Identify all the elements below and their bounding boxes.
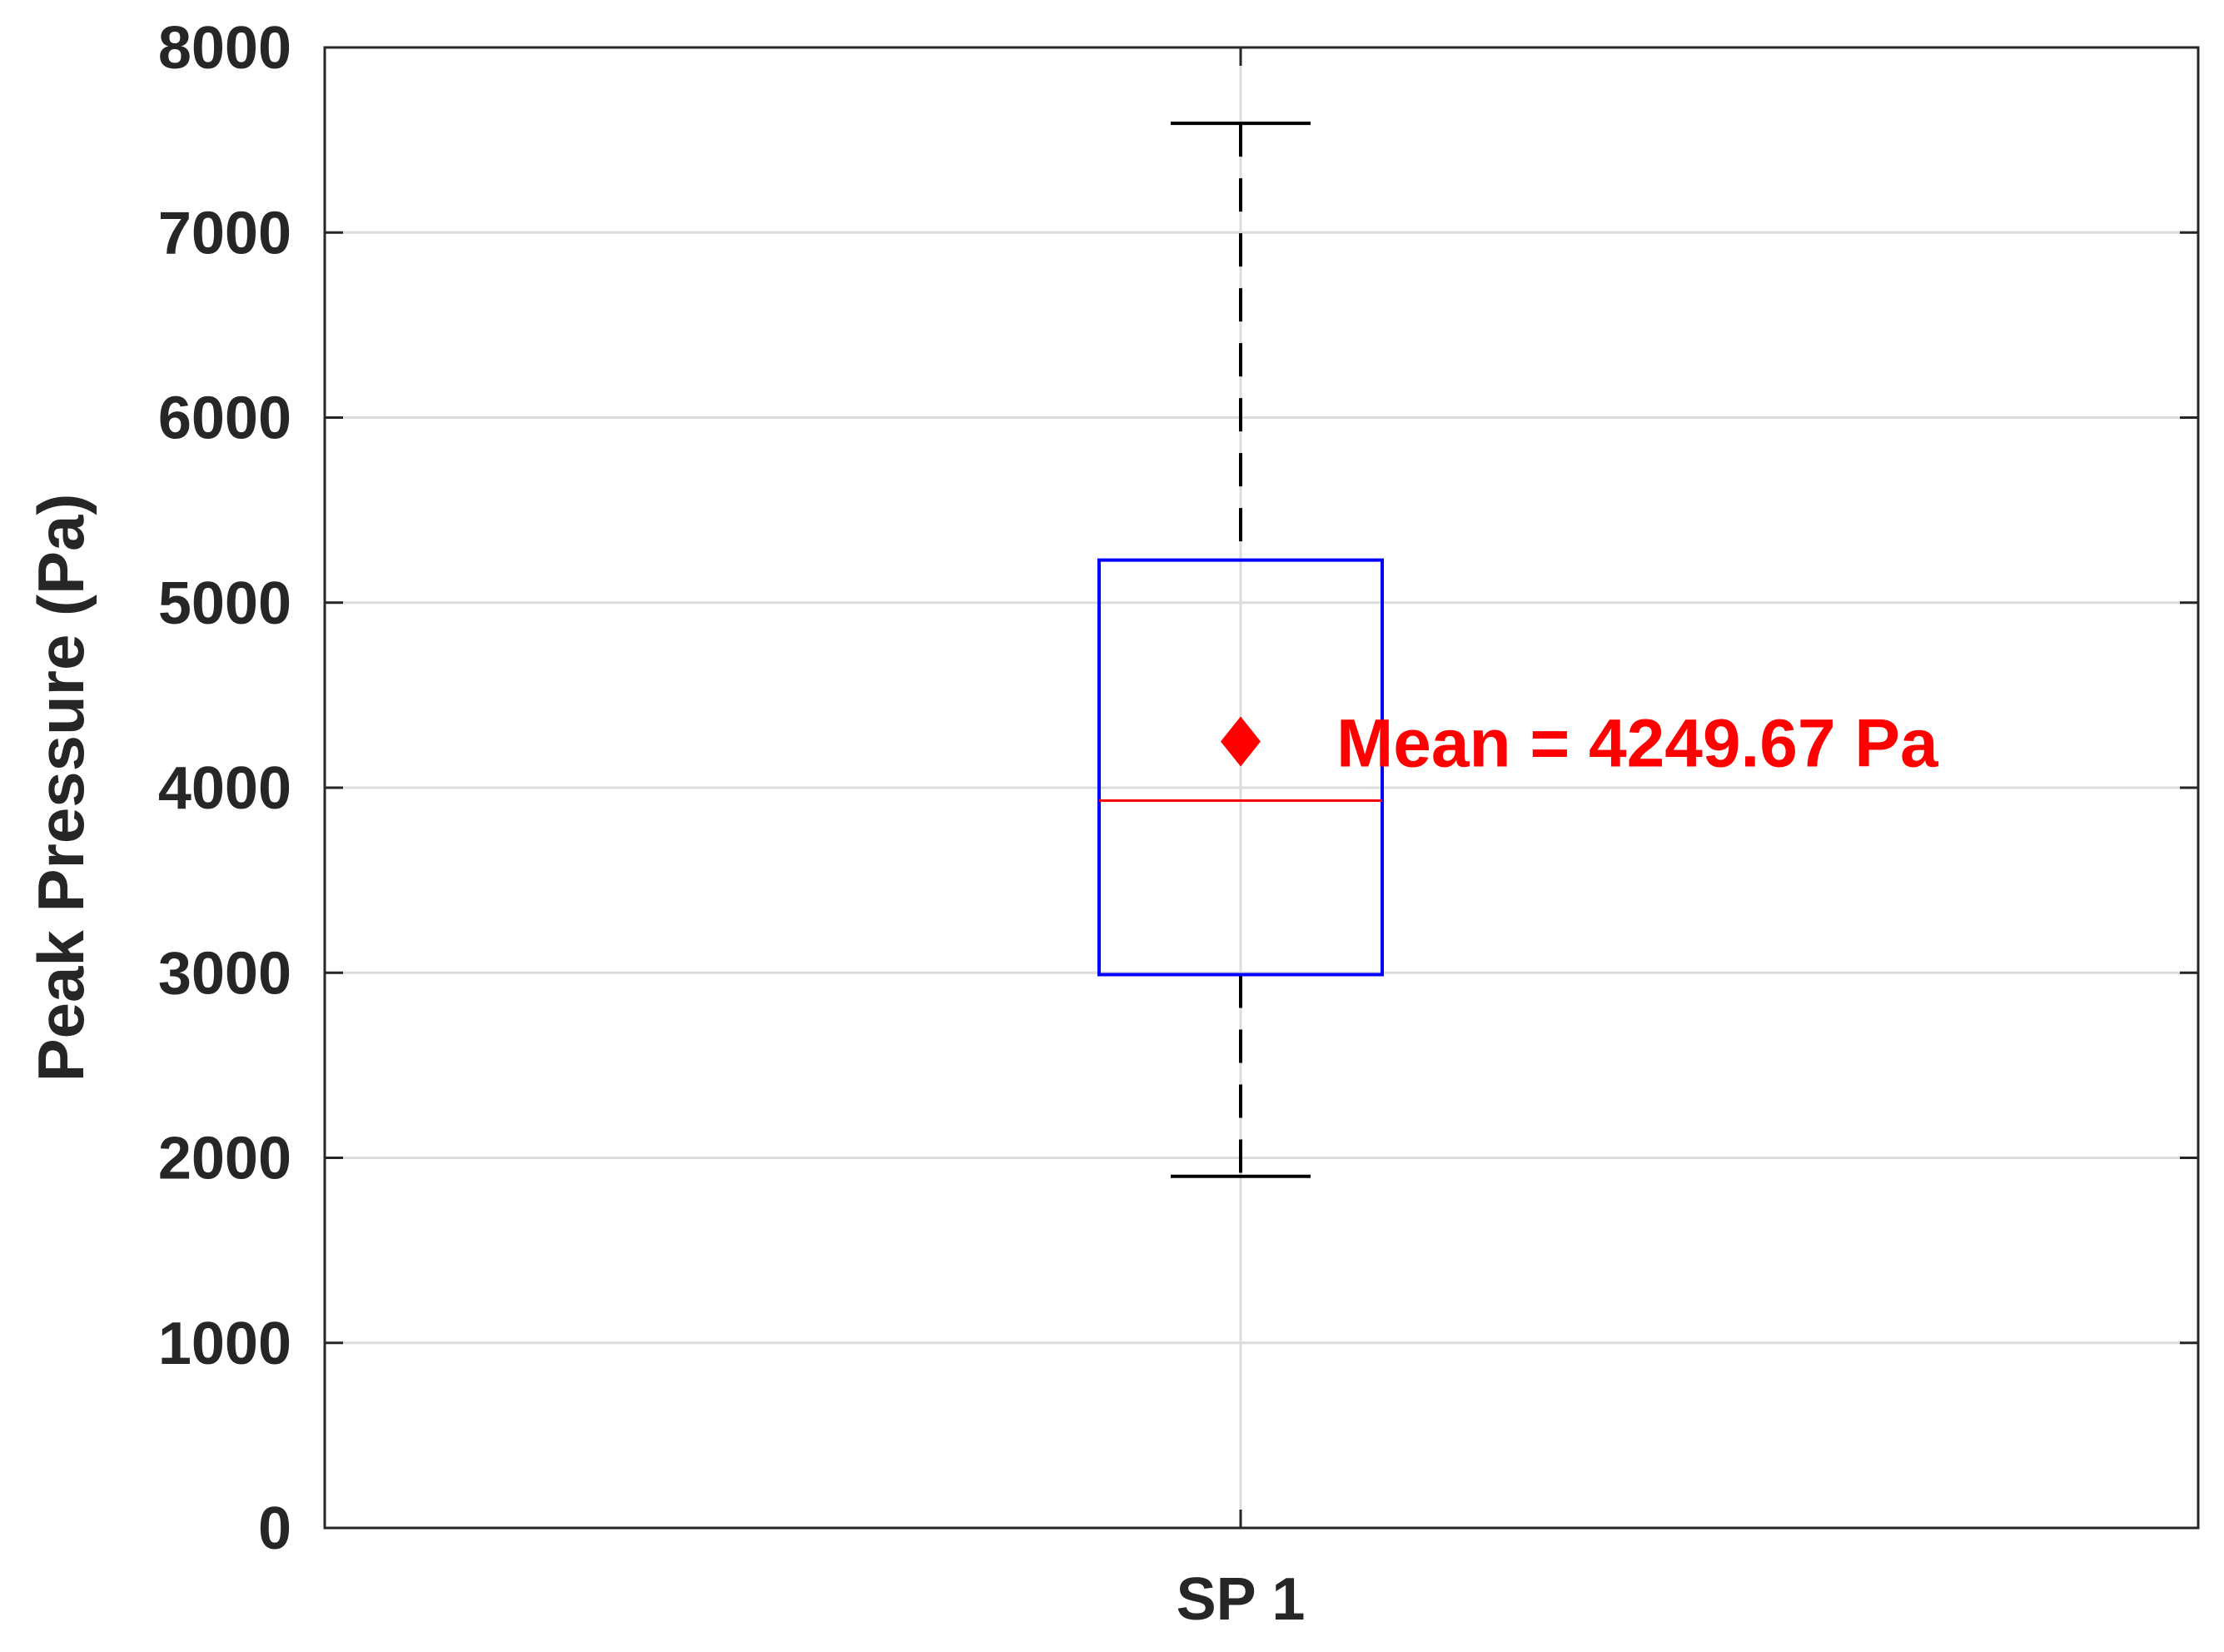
x-category-label: SP 1 <box>1177 1566 1306 1633</box>
y-tick-labels: 0 1000 2000 3000 4000 5000 6000 7000 8000 SP 1 <box>158 15 1306 1633</box>
grid-lines <box>325 47 2198 1528</box>
y-tick-label: 2000 <box>158 1126 291 1192</box>
plot-area <box>1097 122 1384 1178</box>
y-tick-label: 0 <box>258 1495 291 1562</box>
axes-frame <box>323 46 2200 1530</box>
y-tick-label: 8000 <box>158 15 291 82</box>
mean-annotation: Mean = 4249.67 Pa <box>1336 706 1939 782</box>
y-tick-label: 7000 <box>158 200 291 266</box>
y-tick-label: 3000 <box>158 940 291 1007</box>
y-axis-label: Peak Pressure (Pa) <box>24 494 97 1082</box>
iqr-box <box>1097 558 1384 977</box>
y-tick-label: 4000 <box>158 755 291 822</box>
y-tick-label: 6000 <box>158 386 291 452</box>
y-tick-label: 5000 <box>158 570 291 637</box>
y-tick-label: 1000 <box>158 1311 291 1377</box>
mean-marker <box>1221 716 1261 767</box>
